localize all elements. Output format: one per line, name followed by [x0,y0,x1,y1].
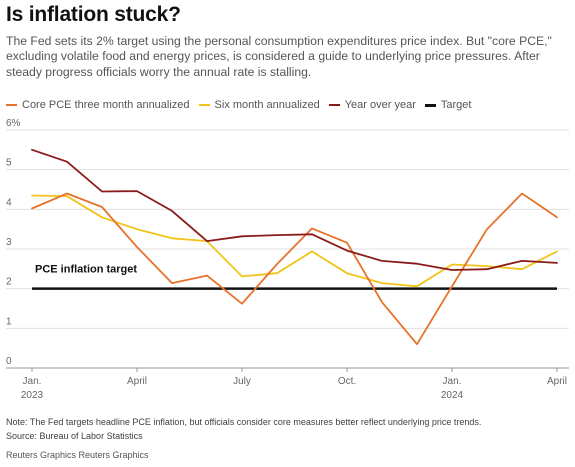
x-tick-label: April [127,376,147,387]
series-line-six-month [31,194,558,288]
y-tick-label: 1 [6,316,12,327]
legend-item-core-pce: Core PCE three month annualized [6,99,190,111]
legend-label-six-month: Six month annualized [214,99,320,111]
y-tick-label: 5 [6,158,12,169]
target-line-label: PCE inflation target [35,264,137,276]
legend-label-core-pce: Core PCE three month annualized [22,99,190,111]
x-tick-label: Oct. [338,376,356,387]
legend-swatch-year-over-year [328,104,340,106]
y-tick-label: 4 [6,197,12,208]
legend-swatch-core-pce [6,104,17,106]
x-tick-label: April [547,376,567,387]
chart-title: Is inflation stuck? [6,3,181,26]
series-line-year-over-year [31,148,558,271]
x-tick-label: Jan. [443,376,462,387]
y-tick-label: 3 [6,237,12,248]
series-line-core-pce [31,192,558,346]
credit-text: Reuters Graphics Reuters Graphics [6,450,149,460]
line-chart: 0 1 2 3 4 5 6% Jan. 2023 April July Oct. Jan. 2024 Ap… [6,118,569,401]
x-tick-label: July [233,376,251,387]
x-axis-ticks: Jan. 2023 April July Oct. Jan. 2024 April [21,368,567,401]
y-tick-label: 2 [6,277,12,288]
footnote: Note: The Fed targets headline PCE infla… [6,417,482,427]
legend-item-target: Target [424,99,472,111]
legend-item-year-over-year: Year over year [328,99,416,111]
y-tick-label: 0 [6,356,12,367]
series-lines [31,148,558,346]
chart-legend: Core PCE three month annualized Six mont… [6,97,480,113]
x-tick-sublabel: 2024 [441,390,464,401]
legend-label-year-over-year: Year over year [344,99,416,111]
y-tick-label: 6% [6,118,21,129]
x-tick-sublabel: 2023 [21,390,44,401]
legend-label-target: Target [440,99,472,111]
y-axis-tick-labels: 0 1 2 3 4 5 6% [6,118,21,367]
legend-swatch-target [424,103,436,107]
legend-swatch-six-month [198,104,210,106]
chart-subtitle: The Fed sets its 2% target using the per… [6,34,552,79]
source-text: Source: Bureau of Labor Statistics [6,431,143,441]
gridlines [6,129,569,329]
legend-item-six-month: Six month annualized [198,99,320,111]
x-tick-label: Jan. [23,376,42,387]
